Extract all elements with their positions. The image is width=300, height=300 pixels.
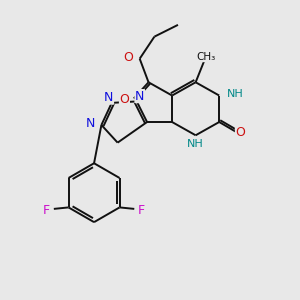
Text: O: O [119,93,129,106]
Text: F: F [43,204,50,217]
Text: NH: NH [187,139,204,149]
Text: F: F [138,204,145,217]
Text: N: N [85,117,95,130]
Text: N: N [104,91,113,104]
Text: NH: NH [226,89,243,99]
Text: O: O [236,126,245,139]
Text: N: N [135,90,144,103]
Text: CH₃: CH₃ [196,52,216,62]
Text: O: O [123,51,133,64]
